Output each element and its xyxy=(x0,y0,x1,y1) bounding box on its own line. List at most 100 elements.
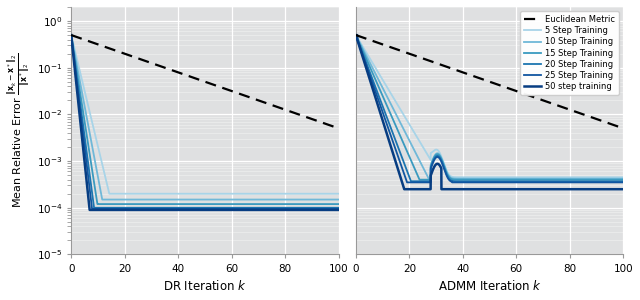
10 Step Training xyxy=(612,177,620,181)
Euclidean Metric xyxy=(563,107,570,110)
25 Step Training xyxy=(352,33,360,37)
25 Step Training xyxy=(475,181,483,184)
15 Step Training xyxy=(365,64,373,68)
20 Step Training xyxy=(475,179,483,183)
Euclidean Metric xyxy=(197,79,205,82)
Line: 15 Step Training: 15 Step Training xyxy=(71,35,339,204)
5 Step Training xyxy=(475,176,483,179)
Euclidean Metric xyxy=(365,38,373,42)
25 Step Training xyxy=(612,181,620,184)
50 step training xyxy=(482,188,490,191)
20 Step Training xyxy=(612,179,620,183)
Line: 10 Step Training: 10 Step Training xyxy=(356,35,623,179)
50 step training xyxy=(191,208,198,212)
5 Step Training xyxy=(620,176,627,179)
10 Step Training xyxy=(81,106,89,109)
5 Step Training xyxy=(191,192,198,196)
50 step training xyxy=(67,33,75,37)
Euclidean Metric xyxy=(482,79,490,82)
10 Step Training xyxy=(482,177,490,181)
10 Step Training xyxy=(563,177,570,181)
Euclidean Metric xyxy=(190,76,198,80)
5 Step Training xyxy=(612,176,620,179)
25 Step Training xyxy=(620,181,627,184)
50 step training xyxy=(81,163,89,166)
Line: 25 Step Training: 25 Step Training xyxy=(71,35,339,209)
25 Step Training xyxy=(335,207,342,211)
20 Step Training xyxy=(90,206,98,210)
20 Step Training xyxy=(482,179,490,183)
20 Step Training xyxy=(278,206,285,210)
50 step training xyxy=(365,77,373,80)
25 Step Training xyxy=(365,73,373,76)
25 Step Training xyxy=(88,207,96,211)
5 Step Training xyxy=(612,176,620,179)
10 Step Training xyxy=(335,198,342,201)
50 step training xyxy=(327,208,335,212)
Line: 10 Step Training: 10 Step Training xyxy=(71,35,339,200)
15 Step Training xyxy=(335,202,342,206)
50 step training xyxy=(278,208,285,212)
50 step training xyxy=(335,208,342,212)
10 Step Training xyxy=(352,33,360,37)
20 Step Training xyxy=(335,206,342,210)
25 Step Training xyxy=(327,207,335,211)
5 Step Training xyxy=(327,192,335,196)
15 Step Training xyxy=(327,202,335,206)
25 Step Training xyxy=(67,33,75,37)
15 Step Training xyxy=(475,178,483,181)
20 Step Training xyxy=(67,33,75,37)
15 Step Training xyxy=(612,178,620,181)
50 step training xyxy=(612,188,620,191)
10 Step Training xyxy=(612,177,620,181)
25 Step Training xyxy=(612,181,620,184)
20 Step Training xyxy=(612,179,620,183)
50 step training xyxy=(327,208,335,212)
25 Step Training xyxy=(278,207,285,211)
20 Step Training xyxy=(327,206,335,210)
Euclidean Metric xyxy=(327,124,335,128)
25 Step Training xyxy=(191,207,198,211)
10 Step Training xyxy=(327,198,335,201)
Line: 25 Step Training: 25 Step Training xyxy=(356,35,623,182)
15 Step Training xyxy=(352,33,360,37)
5 Step Training xyxy=(106,192,113,196)
50 step training xyxy=(475,188,483,191)
15 Step Training xyxy=(198,202,205,206)
50 step training xyxy=(620,188,627,191)
25 Step Training xyxy=(81,147,89,151)
10 Step Training xyxy=(278,198,285,201)
X-axis label: DR Iteration $k$: DR Iteration $k$ xyxy=(163,279,247,293)
Line: Euclidean Metric: Euclidean Metric xyxy=(356,35,623,128)
5 Step Training xyxy=(482,176,490,179)
10 Step Training xyxy=(475,177,483,181)
Euclidean Metric xyxy=(327,124,335,128)
25 Step Training xyxy=(563,181,570,184)
25 Step Training xyxy=(198,207,205,211)
Euclidean Metric xyxy=(612,124,620,128)
10 Step Training xyxy=(620,177,627,181)
Euclidean Metric xyxy=(352,33,360,37)
50 step training xyxy=(86,208,93,212)
5 Step Training xyxy=(335,192,342,196)
15 Step Training xyxy=(612,178,620,181)
15 Step Training xyxy=(620,178,627,181)
50 step training xyxy=(198,208,205,212)
5 Step Training xyxy=(67,33,75,37)
15 Step Training xyxy=(191,202,198,206)
25 Step Training xyxy=(482,181,490,184)
Euclidean Metric xyxy=(278,107,285,110)
25 Step Training xyxy=(403,181,411,184)
20 Step Training xyxy=(352,33,360,37)
10 Step Training xyxy=(327,198,335,201)
Line: 50 step training: 50 step training xyxy=(356,35,623,189)
15 Step Training xyxy=(327,202,335,206)
Euclidean Metric xyxy=(335,127,342,130)
5 Step Training xyxy=(476,176,483,179)
20 Step Training xyxy=(81,137,89,140)
Euclidean Metric xyxy=(81,38,89,42)
15 Step Training xyxy=(278,202,285,206)
20 Step Training xyxy=(327,206,335,210)
Line: 5 Step Training: 5 Step Training xyxy=(356,35,623,177)
10 Step Training xyxy=(67,33,75,37)
